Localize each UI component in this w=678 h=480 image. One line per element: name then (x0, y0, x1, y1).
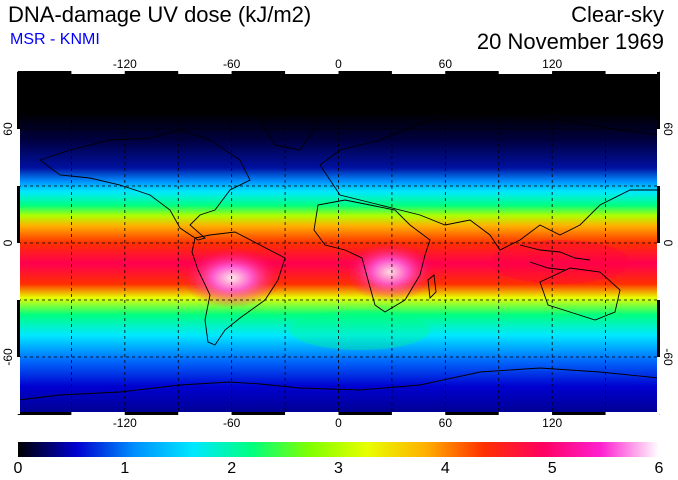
graticule (18, 72, 659, 414)
frame-tick (605, 412, 659, 415)
colorbar-label: 5 (547, 460, 557, 477)
frame-tick (657, 357, 660, 414)
frame-tick (338, 412, 392, 415)
lon-tick-label: 0 (335, 57, 342, 71)
frame-tick (657, 72, 660, 129)
colorbar-label: 2 (227, 460, 237, 477)
colorbar-label: 4 (440, 460, 450, 477)
frame-ticks (17, 71, 660, 415)
frame-tick (178, 71, 232, 74)
frame-tick (17, 72, 20, 129)
lat-tick-label: 60 (1, 122, 15, 136)
colorbar-label: 1 (120, 460, 130, 477)
frame-tick (124, 71, 179, 74)
frame-tick (17, 300, 20, 357)
lat-tick-label: -60 (1, 348, 15, 366)
frame-tick (17, 243, 20, 300)
lat-tick-label: 0 (661, 239, 675, 247)
frame-tick (391, 71, 446, 74)
frame-tick (18, 71, 72, 74)
lon-tick-label: 0 (335, 416, 342, 430)
lon-tick-label: -120 (112, 57, 137, 71)
frame-tick (231, 412, 286, 415)
lat-tick-label: -60 (661, 348, 675, 366)
frame-tick (285, 412, 339, 415)
colorbar-label: 0 (13, 460, 23, 477)
frame-tick (605, 71, 659, 74)
frame-tick (657, 243, 660, 300)
frame-tick (498, 71, 553, 74)
frame-tick (178, 412, 232, 415)
colorbar-label: 3 (334, 460, 343, 477)
frame-tick (71, 71, 125, 74)
frame-tick (445, 412, 499, 415)
date-label: 20 November 1969 (476, 29, 664, 54)
lat-tick-label: 60 (661, 122, 675, 136)
frame-tick (657, 300, 660, 357)
frame-tick (285, 71, 339, 74)
colorbar-label: 6 (654, 460, 664, 477)
frame-tick (657, 186, 660, 243)
lon-tick-label: -60 (222, 416, 241, 430)
chart-title: DNA-damage UV dose (kJ/m2) (8, 2, 312, 27)
lon-tick-label: 120 (542, 57, 563, 71)
frame-tick (657, 129, 660, 186)
frame-tick (445, 71, 499, 74)
colorbar (18, 442, 659, 457)
frame-tick (71, 412, 125, 415)
lon-tick-label: -60 (222, 57, 241, 71)
frame-tick (17, 129, 20, 186)
lon-tick-label: -120 (112, 416, 137, 430)
frame-tick (552, 71, 606, 74)
frame-tick (18, 412, 72, 415)
sky-condition-label: Clear-sky (571, 2, 664, 27)
lon-tick-label: 120 (542, 416, 563, 430)
frame-tick (17, 357, 20, 414)
map-field (18, 72, 659, 414)
frame-tick (231, 71, 286, 74)
frame-tick (124, 412, 179, 415)
lat-tick-label: 0 (1, 239, 15, 247)
frame-tick (17, 186, 20, 243)
frame-tick (338, 71, 392, 74)
lon-tick-label: 60 (438, 57, 452, 71)
frame-tick (391, 412, 446, 415)
source-label: MSR - KNMI (10, 31, 100, 48)
lon-tick-label: 60 (438, 416, 452, 430)
frame-tick (498, 412, 553, 415)
frame-tick (552, 412, 606, 415)
